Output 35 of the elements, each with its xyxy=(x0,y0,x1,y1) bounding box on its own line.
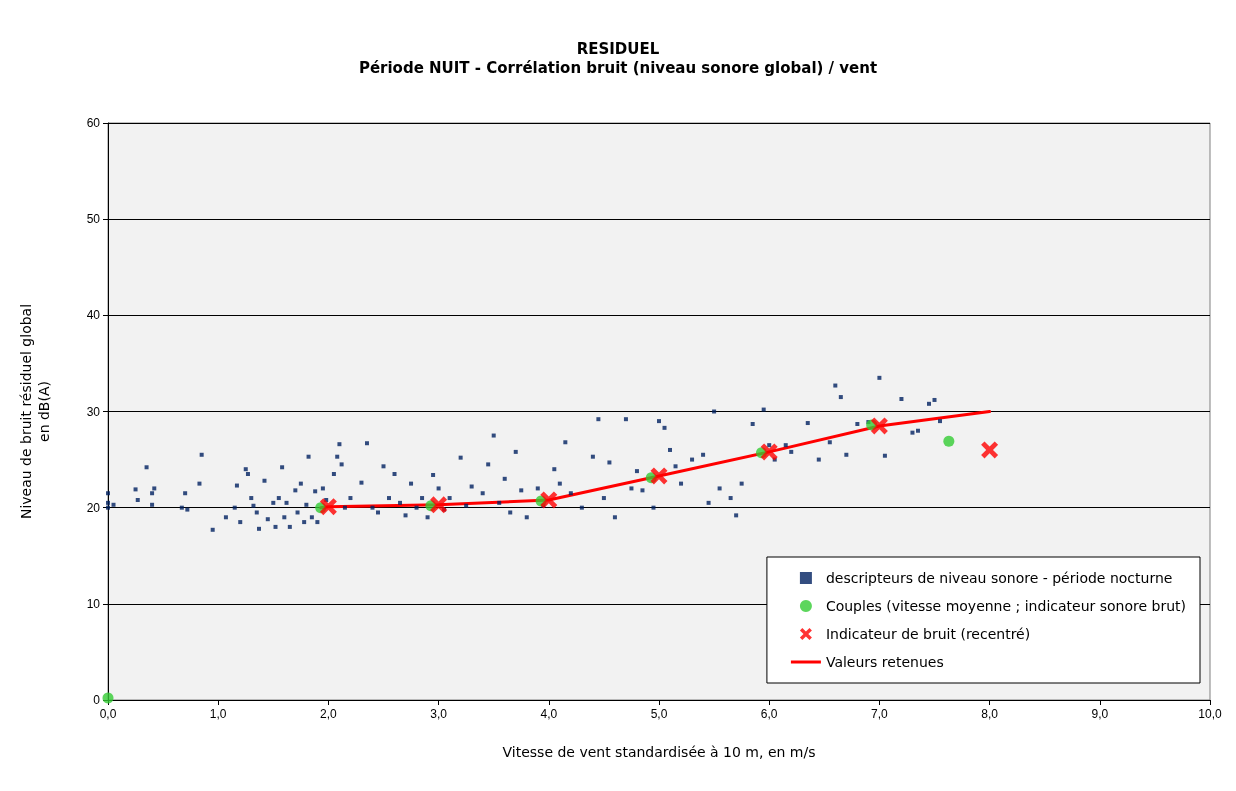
chart-subtitle: Période NUIT - Corrélation bruit (niveau sonore global) / vent xyxy=(358,58,878,77)
legend-label: Indicateur de bruit (recentré) xyxy=(825,626,1031,642)
point xyxy=(943,435,955,447)
x-tick-label: 8,0 xyxy=(981,707,999,721)
x-tick-label: 9,0 xyxy=(1091,707,1109,721)
x-tick-label: 1,0 xyxy=(209,707,227,721)
point xyxy=(981,441,999,459)
point xyxy=(102,692,114,704)
y-tick-label: 30 xyxy=(86,404,101,419)
y-tick-label: 0 xyxy=(93,693,101,707)
point xyxy=(760,443,778,461)
point xyxy=(430,496,448,514)
legend-label: descripteurs de niveau sonore - période nocturne xyxy=(825,570,1173,586)
point xyxy=(650,467,668,485)
chart-title: RESIDUEL xyxy=(576,39,660,58)
y-tick-label: 20 xyxy=(86,500,101,515)
x-tick-label: 4,0 xyxy=(540,707,558,721)
x-tick-label: 10,0 xyxy=(1198,707,1222,721)
y-tick-label: 10 xyxy=(86,596,101,611)
point xyxy=(870,417,888,435)
legend-label: Couples (vitesse moyenne ; indicateur sonore brut) xyxy=(825,598,1186,614)
point xyxy=(319,498,337,516)
y-axis-title: Niveau de bruit résiduel global en dB(A) xyxy=(18,303,52,520)
x-tick-label: 6,0 xyxy=(760,707,778,721)
x-tick-label: 7,0 xyxy=(871,707,889,721)
x-tick-label: 5,0 xyxy=(650,707,668,721)
x-tick-label: 3,0 xyxy=(430,707,448,721)
y-tick-label: 60 xyxy=(86,116,101,130)
x-axis-title: Vitesse de vent standardisée à 10 m, en m/s xyxy=(502,744,816,760)
x-tick-label: 2,0 xyxy=(320,707,338,721)
y-tick-label: 50 xyxy=(86,212,101,227)
x-tick-label: 0,0 xyxy=(99,707,117,721)
point xyxy=(540,491,558,509)
y-tick-label: 40 xyxy=(86,308,101,323)
legend-label: Valeurs retenues xyxy=(825,654,944,670)
